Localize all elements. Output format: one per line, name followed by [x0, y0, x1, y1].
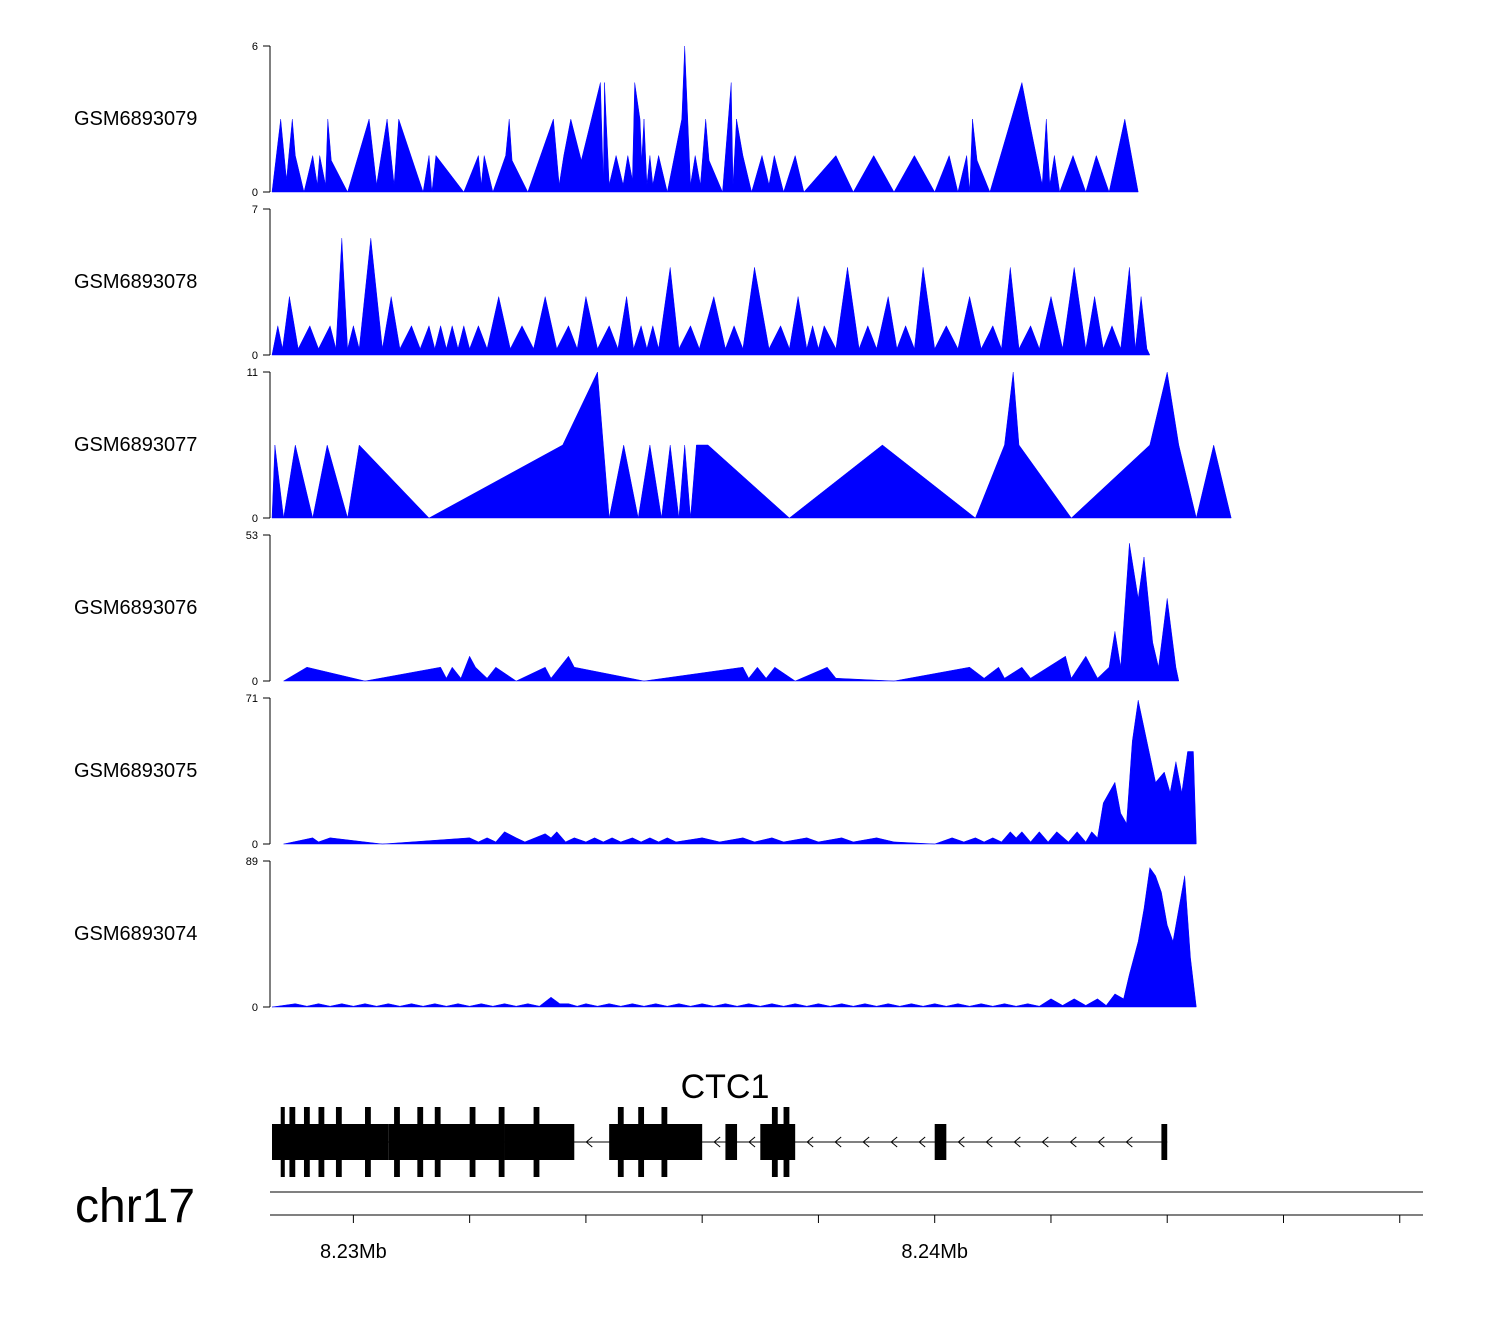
exon-tall [280, 1107, 285, 1177]
track-GSM6893076: GSM6893076 53 0 [74, 530, 1180, 688]
track-label: GSM6893078 [74, 271, 197, 293]
exon-tall [318, 1107, 325, 1177]
y-max-label: 71 [246, 693, 258, 705]
y-min-label: 0 [252, 350, 258, 362]
track-GSM6893079: GSM6893079 6 0 [74, 41, 1139, 199]
exon [1161, 1124, 1168, 1160]
signal-area [271, 238, 1151, 356]
exon-tall [771, 1107, 778, 1177]
exon-tall [533, 1107, 540, 1177]
track-label: GSM6893076 [74, 597, 197, 619]
signal-area [271, 45, 1139, 193]
strand-arrow [1013, 1136, 1021, 1148]
track-label: GSM6893077 [74, 434, 197, 456]
track-label: GSM6893074 [74, 923, 197, 945]
exon [934, 1124, 947, 1160]
track-label: GSM6893079 [74, 108, 197, 130]
signal-area [283, 700, 1197, 845]
exon [504, 1124, 575, 1160]
y-min-label: 0 [252, 513, 258, 525]
exon-tall [394, 1107, 400, 1177]
axis-tick-label: 8.24Mb [901, 1241, 968, 1263]
gene-label: CTC1 [681, 1068, 770, 1106]
track-label: GSM6893075 [74, 760, 197, 782]
genomic-axis: chr17 8.23Mb 8.24Mb [75, 1180, 1423, 1263]
exon-tall [617, 1107, 624, 1177]
y-max-label: 11 [247, 367, 258, 379]
exon-tall [498, 1107, 505, 1177]
strand-arrow [1041, 1136, 1049, 1148]
strand-arrow [890, 1136, 898, 1148]
track-GSM6893075: GSM6893075 71 0 [74, 693, 1197, 851]
exon-tall [289, 1107, 296, 1177]
signal-area [271, 866, 1197, 1008]
strand-arrow [834, 1136, 842, 1148]
exon-tall [783, 1107, 790, 1177]
strand-arrow [806, 1136, 814, 1148]
axis-tick-label: 8.23Mb [320, 1241, 387, 1263]
exon-tall [434, 1107, 441, 1177]
y-min-label: 0 [252, 1002, 258, 1014]
exon-tall [417, 1107, 424, 1177]
exon-tall [638, 1107, 645, 1177]
exon-tall [365, 1107, 371, 1177]
exon [725, 1124, 738, 1160]
y-max-label: 53 [246, 530, 258, 542]
strand-arrow [713, 1136, 721, 1148]
strand-arrow [957, 1136, 965, 1148]
y-max-label: 89 [246, 856, 258, 868]
y-min-label: 0 [252, 676, 258, 688]
exon [609, 1124, 703, 1160]
y-max-label: 6 [252, 41, 258, 53]
strand-arrow [748, 1136, 756, 1148]
track-GSM6893074: GSM6893074 89 0 [74, 856, 1197, 1014]
exon-tall [335, 1107, 342, 1177]
exon-tall [303, 1107, 310, 1177]
strand-arrow [1125, 1136, 1133, 1148]
strand-arrow [1069, 1136, 1077, 1148]
strand-arrow [1097, 1136, 1105, 1148]
signal-tracks: GSM689307960GSM689307870GSM6893077110GSM… [74, 41, 1232, 1014]
y-max-label: 7 [252, 204, 258, 216]
gene-track: CTC1 [272, 1068, 1168, 1177]
y-min-label: 0 [252, 187, 258, 199]
strand-arrow [985, 1136, 993, 1148]
exon-tall [661, 1107, 668, 1177]
signal-area [282, 543, 1180, 682]
track-GSM6893078: GSM6893078 7 0 [74, 204, 1151, 362]
y-min-label: 0 [252, 839, 258, 851]
strand-arrow [918, 1136, 926, 1148]
strand-arrow [585, 1136, 593, 1148]
exon [388, 1124, 505, 1160]
chromosome-label: chr17 [75, 1180, 195, 1233]
strand-arrow [862, 1136, 870, 1148]
track-GSM6893077: GSM6893077 11 0 [74, 367, 1232, 525]
signal-area [271, 371, 1232, 519]
exon-tall [469, 1107, 476, 1177]
